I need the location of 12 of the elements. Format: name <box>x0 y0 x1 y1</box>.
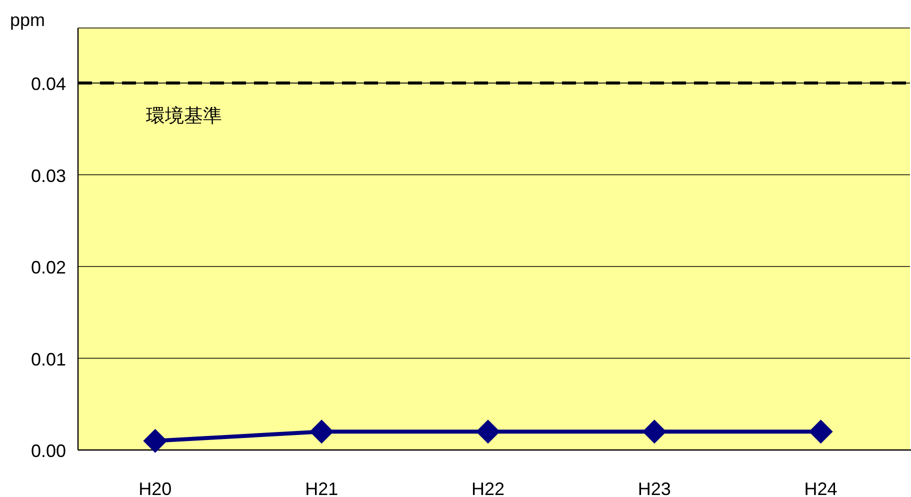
x-tick-label: H22 <box>471 479 505 497</box>
y-tick-label: 0.00 <box>30 441 66 461</box>
x-tick-label: H24 <box>804 479 838 497</box>
y-axis-title: ppm <box>10 10 46 30</box>
x-tick-label: H20 <box>138 479 172 497</box>
ref-line-label: 環境基準 <box>146 105 222 128</box>
y-tick-label: 0.04 <box>30 74 66 94</box>
y-tick-label: 0.01 <box>30 349 66 370</box>
x-tick-label: H23 <box>638 479 671 497</box>
y-tick-label: 0.02 <box>30 258 66 278</box>
y-tick-label: 0.03 <box>30 166 66 186</box>
x-tick-label: H21 <box>305 479 338 497</box>
